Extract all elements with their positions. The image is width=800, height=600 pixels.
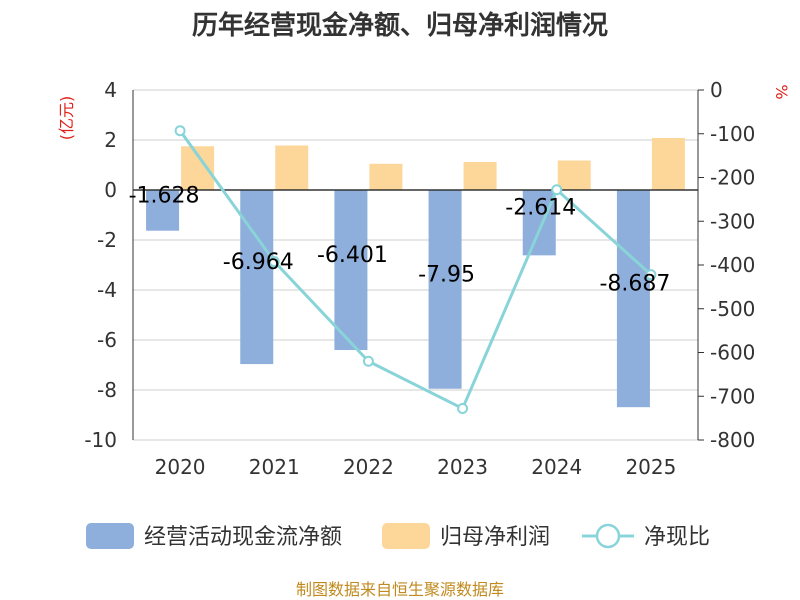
x-tick-label: 2022 bbox=[343, 455, 394, 479]
right-tick-label: 0 bbox=[710, 78, 723, 102]
bar-cash-flow-2022 bbox=[334, 190, 368, 351]
legend-label: 经营活动现金流净额 bbox=[144, 525, 342, 550]
ratio-point-2025 bbox=[645, 269, 657, 281]
x-tick-label: 2020 bbox=[155, 455, 206, 479]
bar-cash-flow-2024 bbox=[522, 190, 556, 256]
right-tick-label: -200 bbox=[710, 166, 755, 190]
chart-title: 历年经营现金净额、归母净利润情况 bbox=[192, 10, 608, 41]
left-tick-label: -8 bbox=[97, 378, 117, 402]
left-tick-label: -2 bbox=[97, 228, 117, 252]
legend: 经营活动现金流净额 归母净利润 净现比 bbox=[86, 523, 710, 550]
bar-cash-flow-2021 bbox=[240, 190, 274, 365]
bar-net-profit-2021 bbox=[275, 145, 309, 190]
right-axis-unit: % bbox=[772, 84, 791, 99]
legend-swatch-cash-flow bbox=[86, 523, 134, 549]
bar-net-profit-2025 bbox=[651, 138, 685, 190]
legend-swatch-net-profit bbox=[382, 523, 430, 549]
bar-net-profit-2024 bbox=[557, 160, 591, 190]
bar-cash-flow-2020 bbox=[146, 190, 180, 231]
right-tick-label: -600 bbox=[710, 341, 755, 365]
right-tick-label: -800 bbox=[710, 428, 755, 452]
ratio-point-2022 bbox=[362, 355, 374, 367]
left-tick-label: 2 bbox=[104, 128, 117, 152]
source-note: 制图数据来自恒生聚源数据库 bbox=[296, 580, 504, 599]
data-label-cash-flow: -6.401 bbox=[317, 243, 388, 268]
data-label-cash-flow: -2.614 bbox=[505, 196, 576, 221]
x-tick-label: 2023 bbox=[437, 455, 488, 479]
left-tick-label: -10 bbox=[84, 428, 117, 452]
bar-cash-flow-2025 bbox=[616, 190, 650, 408]
right-tick-label: -700 bbox=[710, 384, 755, 408]
left-tick-label: -6 bbox=[97, 328, 117, 352]
x-tick-label: 2025 bbox=[625, 455, 676, 479]
left-tick-label: 4 bbox=[104, 78, 117, 102]
legend-swatch-ratio-marker bbox=[595, 523, 621, 549]
x-tick-label: 2021 bbox=[249, 455, 300, 479]
right-tick-label: -500 bbox=[710, 297, 755, 321]
ratio-point-2023 bbox=[457, 403, 469, 414]
ratio-point-2021 bbox=[268, 256, 280, 267]
bar-net-profit-2023 bbox=[463, 162, 497, 190]
legend-label: 归母净利润 bbox=[440, 525, 550, 550]
data-label-cash-flow: -6.964 bbox=[223, 250, 294, 275]
right-tick-label: -100 bbox=[710, 122, 755, 146]
legend-label: 净现比 bbox=[644, 525, 710, 550]
left-axis-unit: (亿元) bbox=[57, 96, 76, 141]
x-tick-label: 2024 bbox=[531, 455, 582, 479]
bar-cash-flow-2023 bbox=[428, 190, 462, 389]
data-label-cash-flow: -1.628 bbox=[129, 183, 200, 208]
right-tick-label: -300 bbox=[710, 209, 755, 233]
bar-net-profit-2022 bbox=[369, 163, 403, 190]
ratio-point-2020 bbox=[174, 125, 186, 137]
left-tick-label: -4 bbox=[97, 278, 117, 302]
data-label-cash-flow: -8.687 bbox=[599, 272, 670, 297]
left-tick-label: 0 bbox=[104, 178, 117, 202]
data-label-cash-flow: -7.95 bbox=[418, 262, 475, 287]
ratio-point-2024 bbox=[551, 184, 563, 196]
ratio-line bbox=[178, 129, 652, 411]
right-tick-label: -400 bbox=[710, 253, 755, 277]
